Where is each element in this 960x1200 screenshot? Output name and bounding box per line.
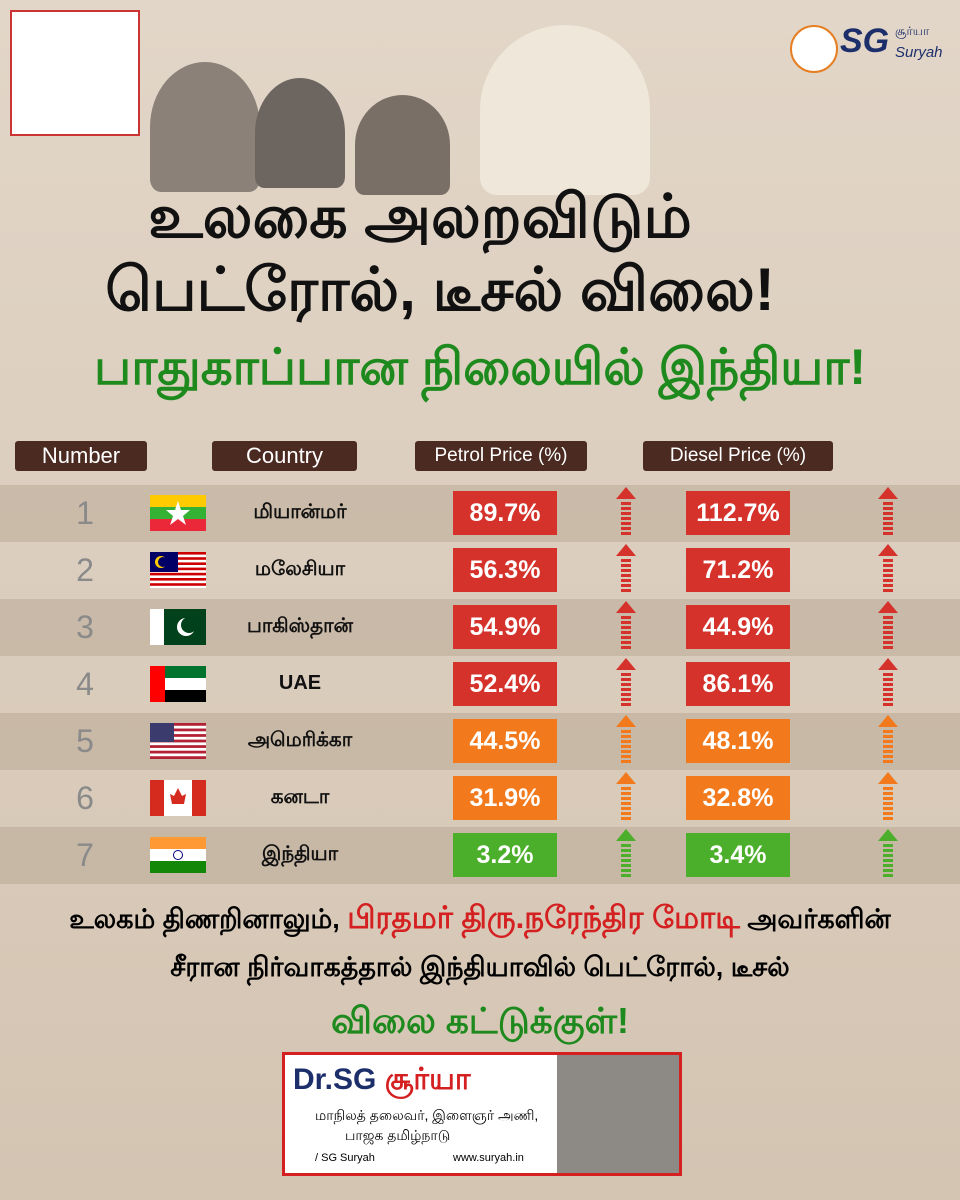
flag — [150, 495, 206, 531]
country: மலேசியா — [254, 558, 346, 580]
title: உலகை அலறவிடும் — [148, 183, 692, 250]
column-header: Diesel Price (%) — [643, 441, 833, 471]
rank: 5 — [76, 723, 94, 759]
up-arrow — [616, 658, 636, 706]
up-arrow — [878, 487, 898, 535]
up-arrow — [616, 829, 636, 877]
table-row: 6 கனடா 31.9% 32.8% — [0, 770, 960, 827]
diesel-value: 86.1% — [686, 662, 790, 706]
logo-initials: SG — [840, 22, 890, 60]
name-card: Dr.SG சூர்யா மாநிலத் தலைவர், இளைஞர் அணி,… — [282, 1052, 682, 1176]
column-header: Country — [212, 441, 357, 471]
footer-line: உலகம் திணறினாலும், பிரதமர் திரு.நரேந்திர… — [0, 900, 960, 940]
up-arrow — [878, 601, 898, 649]
table-row: 4 UAE 52.4% 86.1% — [0, 656, 960, 713]
footer-highlight: பிரதமர் திரு.நரேந்திர மோடி — [347, 900, 740, 935]
rank: 2 — [76, 552, 94, 588]
card-prefix: Dr.SG — [293, 1063, 377, 1096]
card-name: Dr.SG சூர்யா — [293, 1063, 471, 1101]
petrol-value: 44.5% — [453, 719, 557, 763]
rank: 6 — [76, 780, 94, 816]
diesel-value: 112.7% — [686, 491, 790, 535]
petrol-value: 3.2% — [453, 833, 557, 877]
flag — [150, 723, 206, 759]
country: UAE — [278, 672, 322, 694]
diesel-value: 32.8% — [686, 776, 790, 820]
petrol-value: 54.9% — [453, 605, 557, 649]
card-party: பாஜக தமிழ்நாடு — [345, 1127, 451, 1143]
country: இந்தியா — [261, 843, 339, 865]
card-handle: / SG Suryah — [315, 1152, 375, 1164]
table-row: 1 மியான்மர் 89.7% 112.7% — [0, 485, 960, 542]
photo — [480, 25, 650, 195]
table-row: 5 அமெரிக்கா 44.5% 48.1% — [0, 713, 960, 770]
rank: 4 — [76, 666, 94, 702]
logo-name-en: Suryah — [895, 44, 943, 61]
column-header: Number — [15, 441, 147, 471]
country: பாகிஸ்தான் — [246, 615, 354, 637]
flag — [150, 552, 206, 588]
country: அமெரிக்கா — [247, 729, 353, 751]
flag — [150, 837, 206, 873]
country: மியான்மர் — [253, 501, 347, 523]
photo — [255, 78, 345, 188]
diesel-value: 44.9% — [686, 605, 790, 649]
up-arrow — [616, 544, 636, 592]
up-arrow — [616, 715, 636, 763]
footer-text: உலகம் திணறினாலும், — [69, 904, 340, 934]
column-header: Petrol Price (%) — [415, 441, 587, 471]
up-arrow — [878, 715, 898, 763]
logo-name: சூர்யா — [895, 24, 930, 38]
up-arrow — [616, 601, 636, 649]
rank: 3 — [76, 609, 94, 645]
photo — [150, 62, 260, 192]
flag — [150, 609, 206, 645]
photo — [355, 95, 450, 195]
card-photo — [557, 1055, 679, 1173]
table-row: 7 இந்தியா 3.2% 3.4% — [0, 827, 960, 884]
petrol-value: 31.9% — [453, 776, 557, 820]
title: பெட்ரோல், டீசல் விலை! — [105, 256, 775, 323]
up-arrow — [878, 544, 898, 592]
table-row: 2 மலேசியா 56.3% 71.2% — [0, 542, 960, 599]
table-row: 3 பாகிஸ்தான் 54.9% 44.9% — [0, 599, 960, 656]
petrol-value: 56.3% — [453, 548, 557, 592]
footer-line: விலை கட்டுக்குள்! — [330, 1000, 629, 1041]
rank: 1 — [76, 495, 94, 531]
subtitle: பாதுகாப்பான நிலையில் இந்தியா! — [94, 339, 866, 395]
flag — [150, 780, 206, 816]
up-arrow — [878, 658, 898, 706]
up-arrow — [616, 772, 636, 820]
footer-line: சீரான நிர்வாகத்தால் இந்தியாவில் பெட்ரோல்… — [170, 952, 790, 982]
card-role: மாநிலத் தலைவர், இளைஞர் அணி, — [315, 1107, 539, 1123]
flag — [150, 666, 206, 702]
card-website: www.suryah.in — [453, 1152, 524, 1164]
footer-text: அவர்களின் — [747, 904, 891, 934]
petrol-value: 52.4% — [453, 662, 557, 706]
diesel-value: 3.4% — [686, 833, 790, 877]
petrol-value: 89.7% — [453, 491, 557, 535]
photo-grid — [10, 10, 140, 136]
logo-mark — [790, 25, 838, 73]
up-arrow — [878, 829, 898, 877]
rank: 7 — [76, 837, 94, 873]
diesel-value: 71.2% — [686, 548, 790, 592]
up-arrow — [878, 772, 898, 820]
up-arrow — [616, 487, 636, 535]
country: கனடா — [270, 786, 330, 808]
diesel-value: 48.1% — [686, 719, 790, 763]
card-name-text: சூர்யா — [384, 1063, 471, 1096]
